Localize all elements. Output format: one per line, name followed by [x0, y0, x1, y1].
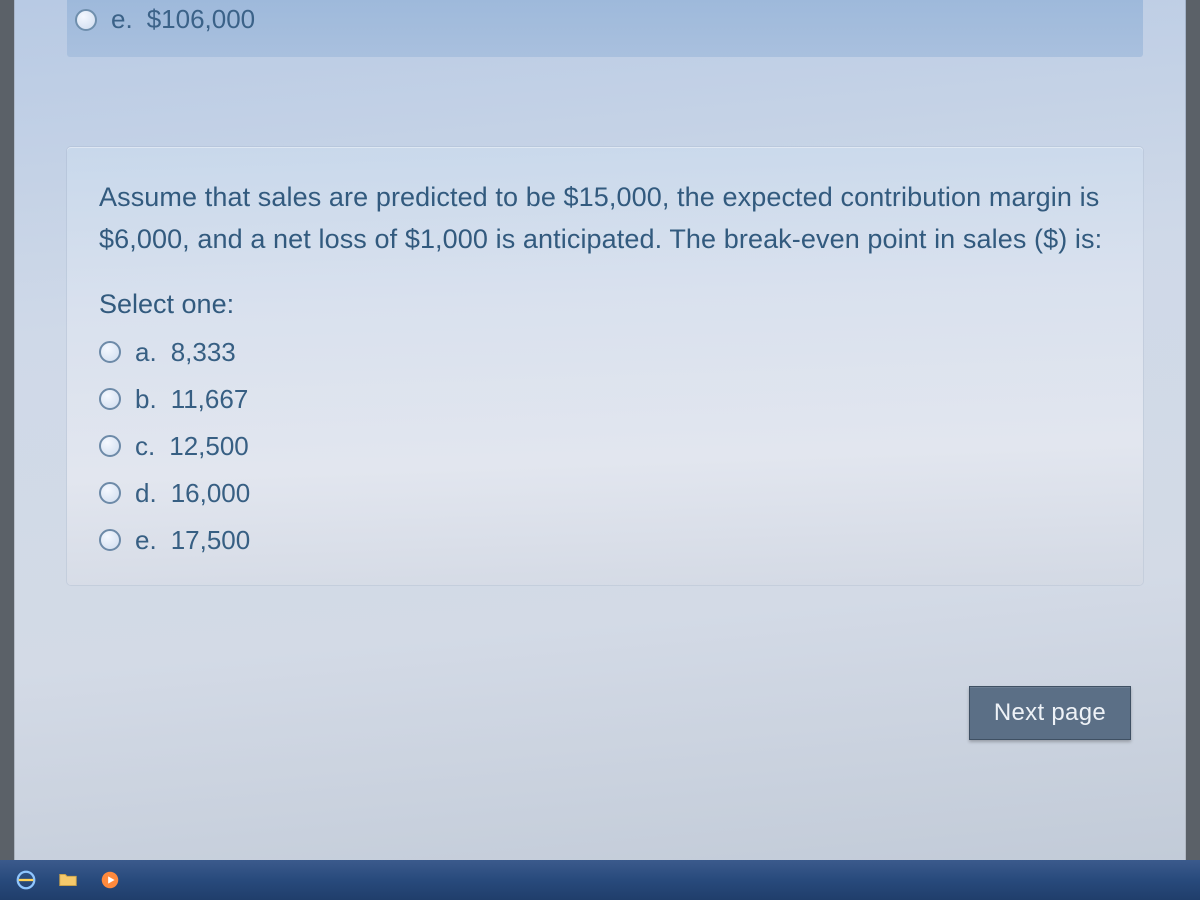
- nav-buttons: Next page: [969, 686, 1131, 740]
- folder-icon[interactable]: [52, 866, 84, 894]
- option-text: 12,500: [169, 431, 249, 462]
- option-letter: a.: [135, 337, 157, 368]
- radio-icon[interactable]: [99, 388, 121, 410]
- radio-icon[interactable]: [75, 9, 97, 31]
- option-text: 16,000: [171, 478, 251, 509]
- monitor-bezel-left: [0, 0, 14, 860]
- radio-icon[interactable]: [99, 341, 121, 363]
- radio-icon[interactable]: [99, 482, 121, 504]
- media-icon[interactable]: [94, 866, 126, 894]
- folder-icon-svg: [57, 869, 79, 891]
- ie-icon[interactable]: [10, 866, 42, 894]
- option-a[interactable]: a. 8,333: [99, 334, 1111, 371]
- media-icon-svg: [99, 869, 121, 891]
- option-letter: d.: [135, 478, 157, 509]
- options-list: a. 8,333 b. 11,667 c. 12,500 d. 16,000 e…: [99, 334, 1111, 559]
- option-d[interactable]: d. 16,000: [99, 475, 1111, 512]
- previous-question-tail: e. $106,000: [67, 0, 1143, 57]
- option-letter: e.: [135, 525, 157, 556]
- option-text: 11,667: [171, 384, 249, 415]
- page-content: e. $106,000 Assume that sales are predic…: [14, 0, 1186, 860]
- prev-option-text: $106,000: [147, 4, 255, 35]
- select-one-prompt: Select one:: [99, 289, 1111, 320]
- next-page-button[interactable]: Next page: [969, 686, 1131, 740]
- option-letter: b.: [135, 384, 157, 415]
- option-c[interactable]: c. 12,500: [99, 428, 1111, 465]
- prev-option-row[interactable]: e. $106,000: [75, 4, 1133, 35]
- radio-icon[interactable]: [99, 529, 121, 551]
- ie-icon-svg: [15, 869, 37, 891]
- monitor-bezel-right: [1186, 0, 1200, 860]
- question-card: Assume that sales are predicted to be $1…: [67, 147, 1143, 585]
- windows-taskbar[interactable]: [0, 860, 1200, 900]
- option-letter: c.: [135, 431, 155, 462]
- option-e[interactable]: e. 17,500: [99, 522, 1111, 559]
- prev-option-letter: e.: [111, 4, 133, 35]
- question-text: Assume that sales are predicted to be $1…: [99, 177, 1111, 261]
- option-text: 8,333: [171, 337, 236, 368]
- option-b[interactable]: b. 11,667: [99, 381, 1111, 418]
- option-text: 17,500: [171, 525, 251, 556]
- radio-icon[interactable]: [99, 435, 121, 457]
